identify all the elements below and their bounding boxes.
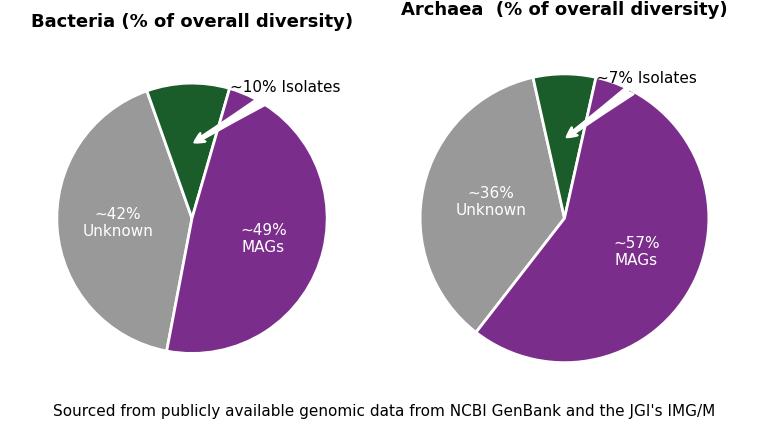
Text: ~36%
Unknown: ~36% Unknown xyxy=(455,186,527,218)
Title: Archaea  (% of overall diversity): Archaea (% of overall diversity) xyxy=(401,1,728,19)
Wedge shape xyxy=(57,91,192,351)
Wedge shape xyxy=(167,89,327,354)
Wedge shape xyxy=(533,74,596,218)
Text: ~42%
Unknown: ~42% Unknown xyxy=(82,207,154,239)
Wedge shape xyxy=(147,83,230,218)
Title: Bacteria (% of overall diversity): Bacteria (% of overall diversity) xyxy=(31,13,353,32)
Text: ~49%
MAGs: ~49% MAGs xyxy=(240,223,286,255)
Text: ~7% Isolates: ~7% Isolates xyxy=(567,71,697,137)
Text: Sourced from publicly available genomic data from NCBI GenBank and the JGI's IMG: Sourced from publicly available genomic … xyxy=(53,404,715,419)
Text: ~57%
MAGs: ~57% MAGs xyxy=(613,236,660,268)
Wedge shape xyxy=(420,77,564,333)
Text: ~10% Isolates: ~10% Isolates xyxy=(194,80,340,143)
Wedge shape xyxy=(476,77,709,363)
